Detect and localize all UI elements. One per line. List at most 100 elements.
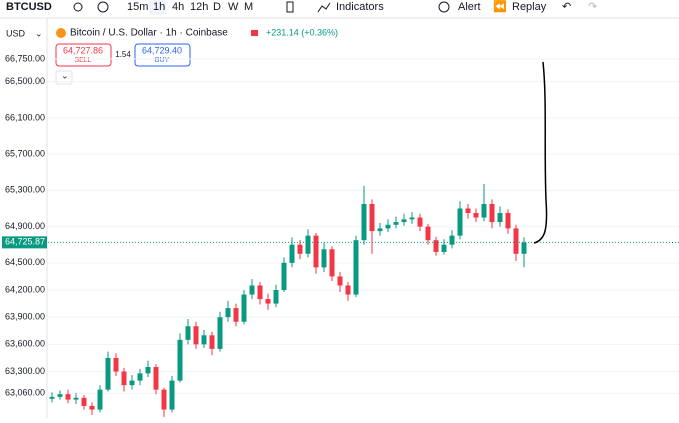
y-tick-label: 63,060.00 — [5, 388, 45, 398]
collapse-button[interactable] — [55, 70, 73, 85]
candle-body — [49, 396, 55, 399]
candle-body — [161, 389, 167, 410]
indicators-icon[interactable] — [317, 2, 331, 13]
candle-body — [185, 326, 191, 340]
candle-body — [521, 242, 527, 254]
candle-body — [337, 276, 343, 286]
candle-body — [273, 290, 279, 304]
candle-body — [193, 326, 199, 345]
symbol-title: Bitcoin / U.S. Dollar · 1h · Coinbase — [70, 28, 228, 39]
candle-body — [241, 294, 247, 322]
candle-body — [321, 249, 327, 268]
candle-body — [369, 203, 375, 232]
candle-body — [345, 285, 351, 295]
candle-body — [177, 339, 183, 381]
candle-body — [105, 357, 111, 390]
last-price-label: 64,725.87 — [5, 237, 45, 247]
hand-drawing — [533, 61, 548, 244]
y-tick-label: 66,100.00 — [5, 112, 45, 122]
candle-body — [473, 213, 479, 218]
candle-body — [153, 367, 159, 390]
interval[interactable]: 15m — [127, 1, 148, 13]
indicators[interactable]: Indicators — [336, 1, 384, 13]
candle-body — [441, 244, 447, 252]
candle-body — [201, 335, 207, 345]
candle-body — [289, 244, 295, 263]
candle-body — [497, 213, 503, 223]
toolbar — [0, 0, 679, 18]
replay-icon[interactable]: ⏪ — [493, 0, 507, 13]
spread: 1.54 — [115, 50, 131, 59]
y-tick-label: 66,750.00 — [5, 53, 45, 63]
buy-price[interactable]: 64,729.40 — [142, 45, 182, 55]
candle-body — [129, 380, 135, 386]
candle-body — [433, 240, 439, 252]
candle-body — [329, 249, 335, 277]
candle-body — [297, 244, 303, 254]
btc-icon — [56, 28, 66, 38]
replay[interactable]: Replay — [512, 1, 547, 13]
candle-body — [481, 203, 487, 218]
chart-type-icon[interactable] — [286, 1, 294, 13]
candle-body — [209, 335, 215, 349]
last-price-tag — [2, 236, 47, 249]
interval-active — [149, 0, 166, 15]
watch-icon[interactable] — [73, 2, 83, 12]
currency-arrow[interactable]: ⌄ — [35, 28, 43, 38]
candle-body — [505, 213, 511, 229]
add-icon[interactable] — [97, 1, 109, 13]
y-tick-label: 63,900.00 — [5, 312, 45, 322]
candle-body — [361, 203, 367, 241]
candle-body — [57, 394, 63, 397]
interval[interactable]: 1h — [153, 1, 165, 13]
flag — [251, 30, 258, 36]
change: +231.14 (+0.36%) — [266, 27, 338, 37]
candle-body — [449, 235, 455, 245]
candle-body — [265, 299, 271, 304]
interval[interactable]: D — [213, 1, 221, 13]
y-tick-label: 63,600.00 — [5, 339, 45, 349]
interval[interactable]: W — [228, 1, 239, 13]
collapse-icon[interactable]: ⌄ — [61, 70, 69, 80]
candle-body — [281, 262, 287, 291]
candle-body — [417, 217, 423, 227]
candle-body — [353, 240, 359, 295]
interval[interactable]: M — [244, 1, 253, 13]
undo[interactable]: ↶ — [562, 1, 571, 13]
sell-button[interactable] — [55, 43, 112, 67]
candle-body — [513, 228, 519, 254]
y-tick-label: 65,700.00 — [5, 149, 45, 159]
y-tick-label: 66,500.00 — [5, 76, 45, 86]
candle-body — [457, 208, 463, 236]
buy-button[interactable] — [134, 43, 191, 67]
candle-body — [65, 394, 71, 400]
candle-body — [73, 397, 79, 400]
candle-body — [97, 389, 103, 410]
sell-price[interactable]: 64,727.86 — [63, 45, 103, 55]
candle-body — [313, 235, 319, 268]
alert[interactable]: Alert — [458, 1, 481, 13]
y-tick-label: 64,500.00 — [5, 257, 45, 267]
y-tick-label: 64,900.00 — [5, 221, 45, 231]
candle-body — [393, 222, 399, 225]
symbol[interactable]: BTCUSD — [6, 1, 52, 13]
candle-body — [217, 317, 223, 349]
sell-label[interactable]: SELL — [74, 57, 91, 64]
alert-icon[interactable] — [438, 1, 450, 13]
candle-body — [225, 308, 231, 318]
y-tick-label: 63,300.00 — [5, 366, 45, 376]
candle-body — [465, 208, 471, 214]
y-tick-label: 65,300.00 — [5, 185, 45, 195]
redo[interactable]: ↷ — [588, 1, 597, 13]
candle-body — [377, 228, 383, 232]
y-tick-label: 64,200.00 — [5, 284, 45, 294]
interval[interactable]: 12h — [190, 1, 208, 13]
candle-body — [121, 371, 127, 386]
currency[interactable]: USD — [6, 28, 26, 38]
interval[interactable]: 4h — [172, 1, 184, 13]
candle-body — [305, 235, 311, 254]
candle-body — [145, 367, 151, 374]
buy-label[interactable]: BUY — [155, 57, 170, 64]
